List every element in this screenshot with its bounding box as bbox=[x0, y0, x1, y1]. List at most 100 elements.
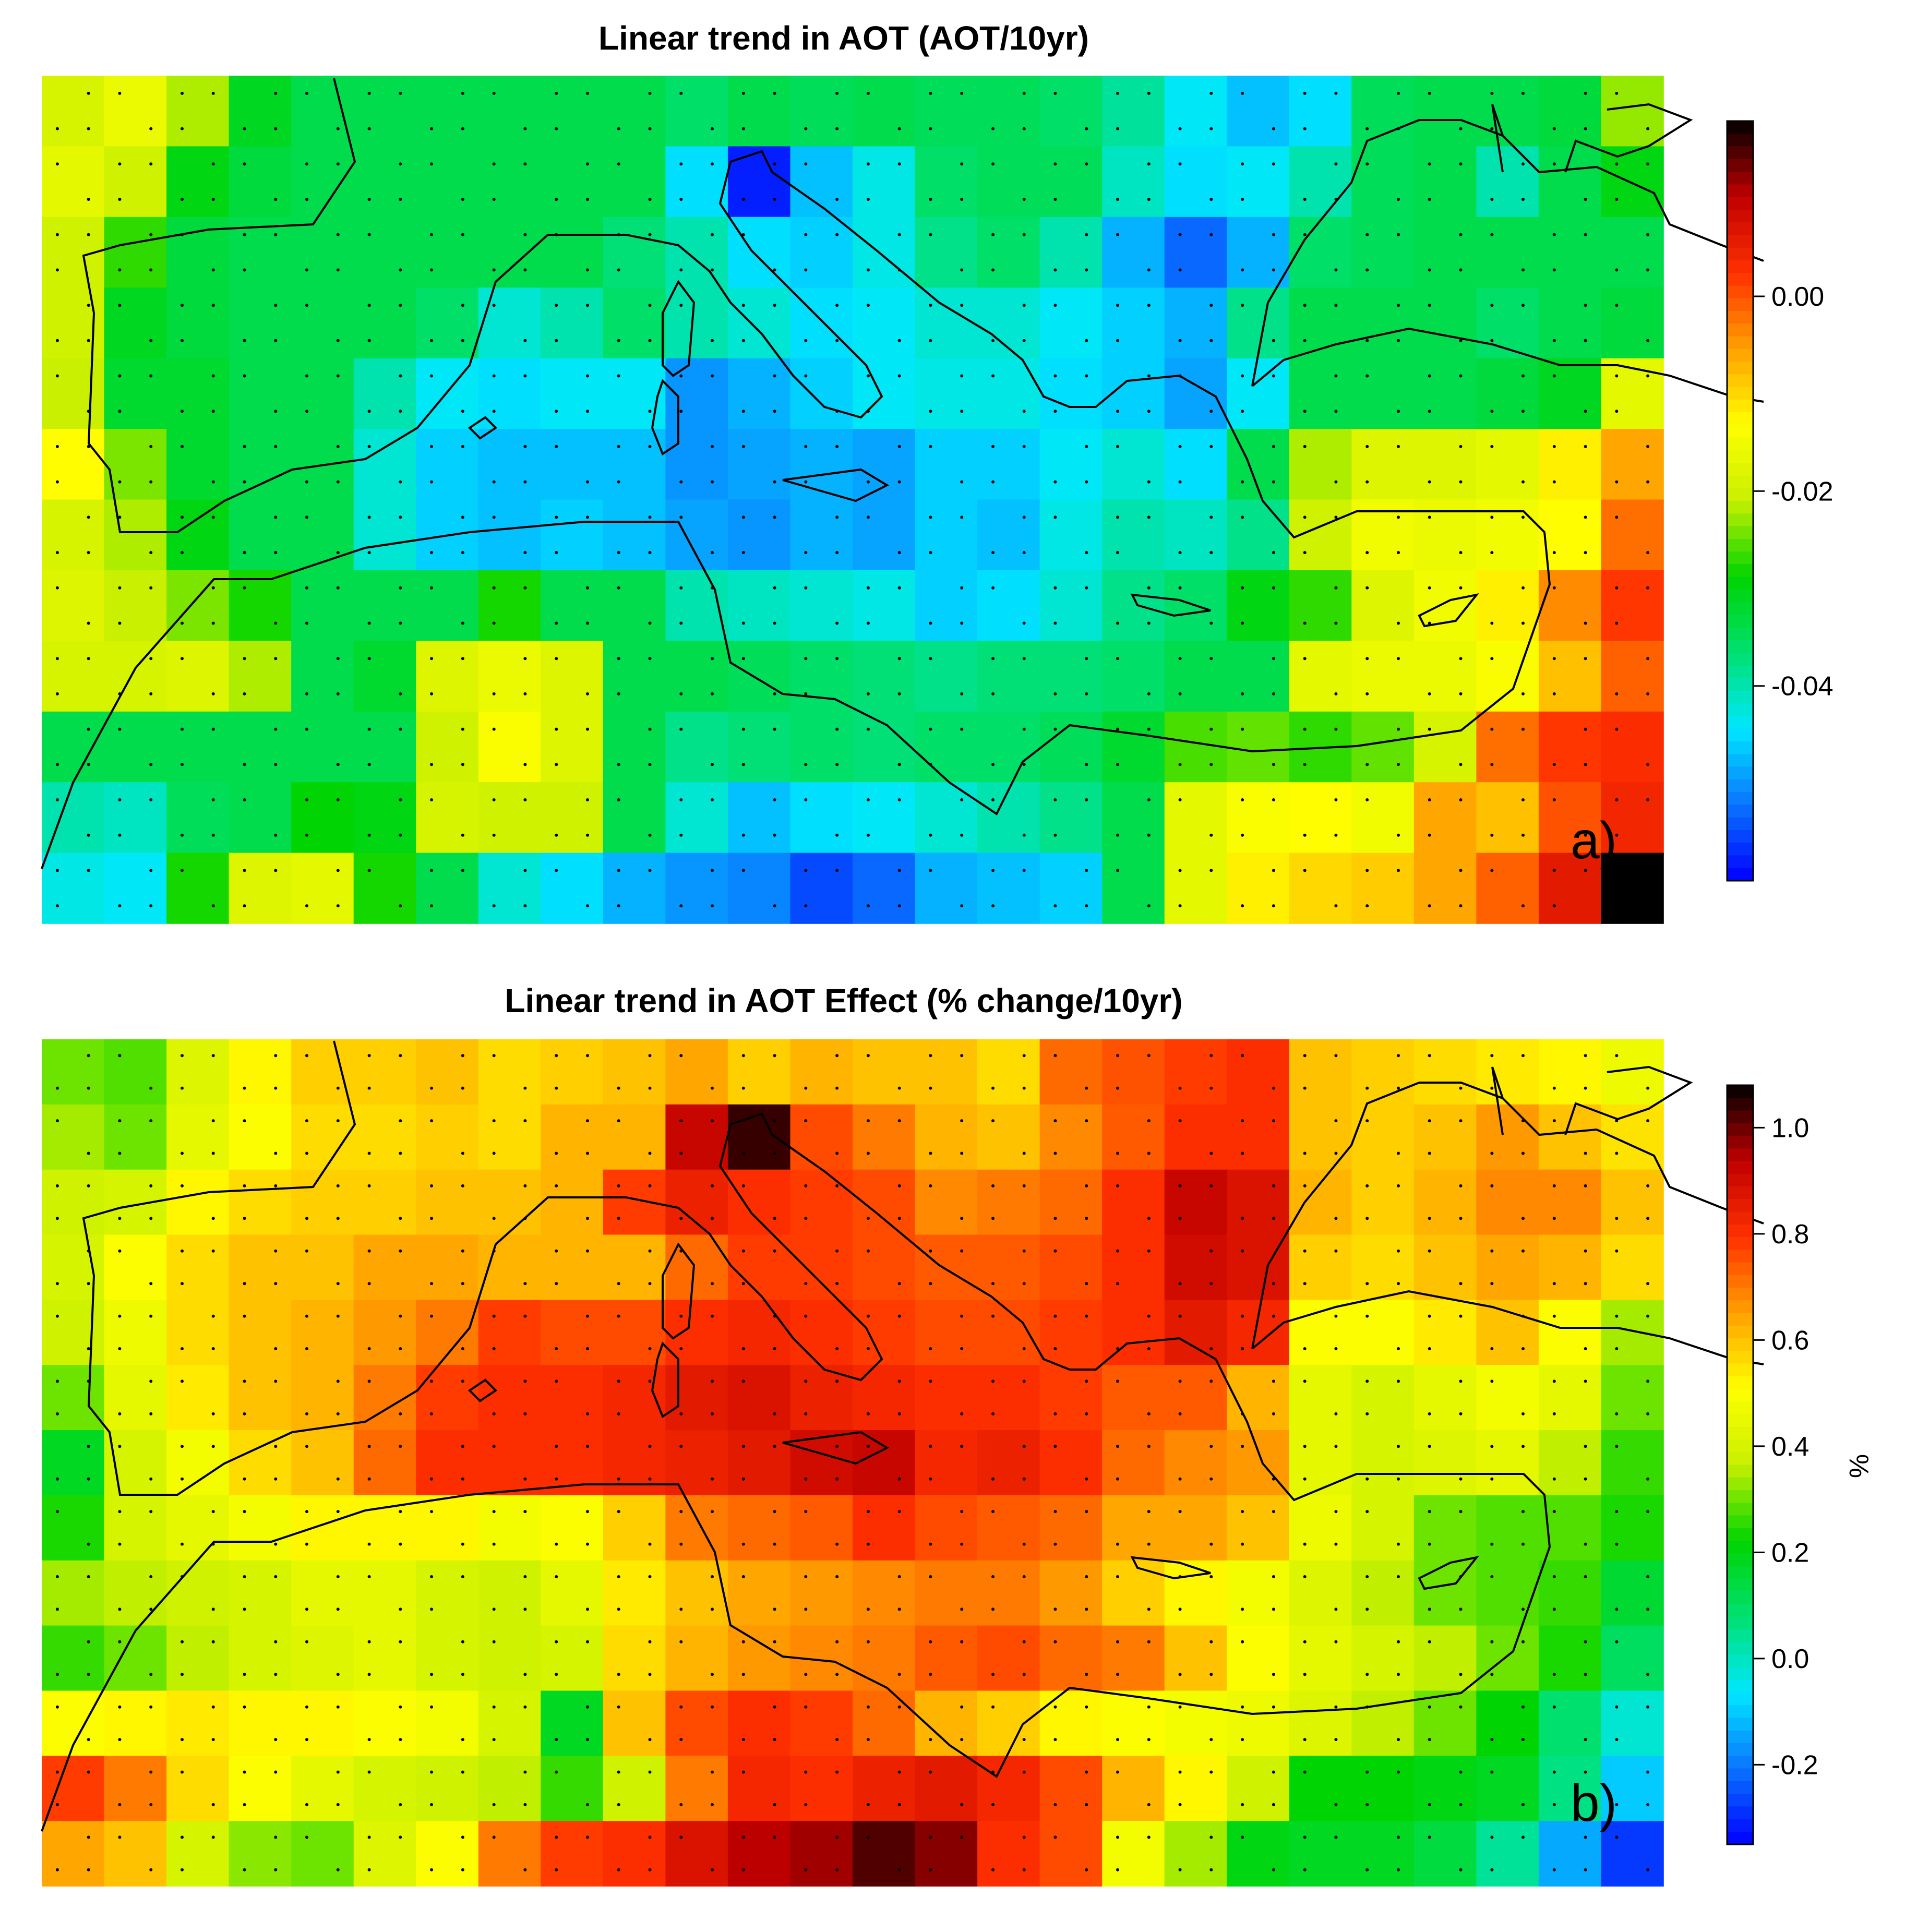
heatmap-cell bbox=[727, 217, 791, 288]
significance-dot bbox=[929, 1640, 932, 1643]
significance-dot bbox=[1085, 1282, 1088, 1286]
heatmap-cell bbox=[1039, 1560, 1103, 1626]
heatmap-cell bbox=[1164, 711, 1227, 783]
heatmap-cell bbox=[1289, 853, 1352, 924]
significance-dot bbox=[336, 268, 340, 272]
significance-dot bbox=[1085, 1086, 1088, 1090]
heatmap-cell bbox=[1102, 641, 1165, 712]
significance-dot bbox=[492, 1738, 496, 1742]
significance-dot bbox=[1053, 1347, 1057, 1350]
heatmap-cell bbox=[229, 1625, 292, 1691]
significance-dot bbox=[492, 904, 496, 908]
significance-dot bbox=[991, 657, 995, 661]
significance-dot bbox=[1615, 162, 1619, 166]
significance-dot bbox=[305, 1640, 308, 1643]
significance-dot bbox=[897, 763, 901, 766]
significance-dot bbox=[960, 91, 964, 95]
heatmap-cell bbox=[1227, 1560, 1290, 1626]
significance-dot bbox=[523, 1770, 527, 1774]
significance-dot bbox=[586, 692, 589, 695]
heatmap-cell bbox=[977, 1234, 1040, 1301]
significance-dot bbox=[211, 798, 215, 801]
significance-dot bbox=[1053, 480, 1057, 484]
heatmap-cell bbox=[1164, 76, 1227, 147]
significance-dot bbox=[1303, 1868, 1307, 1871]
significance-dot bbox=[1552, 763, 1556, 766]
colorbar-segment bbox=[1727, 1262, 1753, 1276]
significance-dot bbox=[1022, 1868, 1026, 1871]
heatmap-cell bbox=[478, 641, 542, 712]
significance-dot bbox=[399, 515, 402, 519]
heatmap-cell bbox=[727, 641, 791, 712]
heatmap-cell bbox=[1601, 1821, 1664, 1887]
significance-dot bbox=[866, 162, 870, 166]
significance-dot bbox=[741, 1086, 745, 1090]
heatmap-cell bbox=[478, 711, 542, 783]
heatmap-cell bbox=[166, 711, 230, 783]
significance-dot bbox=[929, 1054, 932, 1058]
significance-dot bbox=[960, 1249, 964, 1253]
significance-dot bbox=[1552, 1803, 1556, 1806]
significance-dot bbox=[461, 869, 464, 872]
significance-dot bbox=[1334, 1054, 1338, 1058]
heatmap-cell bbox=[104, 570, 167, 642]
significance-dot bbox=[960, 515, 964, 519]
significance-dot bbox=[523, 1282, 527, 1286]
heatmap-cell bbox=[104, 1039, 167, 1105]
heatmap-cell bbox=[1538, 1625, 1602, 1691]
heatmap-cell bbox=[1102, 499, 1165, 571]
significance-dot bbox=[741, 91, 745, 95]
significance-dot bbox=[617, 1314, 620, 1318]
colorbar-segment bbox=[1727, 1186, 1753, 1200]
heatmap-cell bbox=[42, 358, 105, 429]
significance-dot bbox=[711, 1868, 714, 1871]
heatmap-cell bbox=[603, 1234, 666, 1301]
significance-dot bbox=[835, 551, 839, 555]
significance-dot bbox=[991, 1673, 995, 1676]
heatmap-cell bbox=[1164, 1169, 1227, 1235]
significance-dot bbox=[1646, 233, 1650, 236]
significance-dot bbox=[211, 727, 215, 731]
significance-dot bbox=[211, 1835, 215, 1839]
significance-dot bbox=[711, 1705, 714, 1709]
significance-dot bbox=[399, 1835, 402, 1839]
significance-dot bbox=[711, 1770, 714, 1774]
significance-dot bbox=[149, 127, 153, 130]
heatmap-cell bbox=[42, 1495, 105, 1561]
significance-dot bbox=[679, 1347, 683, 1350]
significance-dot bbox=[243, 1770, 246, 1774]
significance-dot bbox=[1272, 1314, 1275, 1318]
significance-dot bbox=[523, 551, 527, 555]
heatmap-cell bbox=[1289, 1234, 1352, 1301]
significance-dot bbox=[711, 1575, 714, 1578]
significance-dot bbox=[430, 1184, 434, 1187]
significance-dot bbox=[741, 1673, 745, 1676]
significance-dot bbox=[1272, 1510, 1275, 1514]
significance-dot bbox=[1490, 233, 1494, 236]
significance-dot bbox=[1022, 1054, 1026, 1058]
significance-dot bbox=[181, 1282, 184, 1286]
significance-dot bbox=[773, 304, 776, 307]
significance-dot bbox=[1584, 551, 1587, 555]
heatmap-cell bbox=[1413, 1300, 1477, 1365]
significance-dot bbox=[1085, 798, 1088, 801]
significance-dot bbox=[835, 727, 839, 731]
significance-dot bbox=[866, 692, 870, 695]
significance-dot bbox=[1615, 480, 1619, 484]
significance-dot bbox=[211, 1054, 215, 1058]
significance-dot bbox=[367, 1575, 371, 1578]
significance-dot bbox=[1459, 127, 1463, 130]
significance-dot bbox=[1085, 1607, 1088, 1611]
significance-dot bbox=[1397, 127, 1400, 130]
heatmap-cell bbox=[977, 1169, 1040, 1235]
significance-dot bbox=[1272, 480, 1275, 484]
significance-dot bbox=[211, 515, 215, 519]
significance-dot bbox=[274, 1445, 278, 1448]
significance-dot bbox=[1552, 1086, 1556, 1090]
heatmap-cell bbox=[1289, 1104, 1352, 1170]
heatmap-cell bbox=[603, 853, 666, 924]
significance-dot bbox=[1615, 692, 1619, 695]
significance-dot bbox=[1365, 480, 1369, 484]
heatmap-cell bbox=[1289, 1756, 1352, 1821]
significance-dot bbox=[1178, 233, 1182, 236]
